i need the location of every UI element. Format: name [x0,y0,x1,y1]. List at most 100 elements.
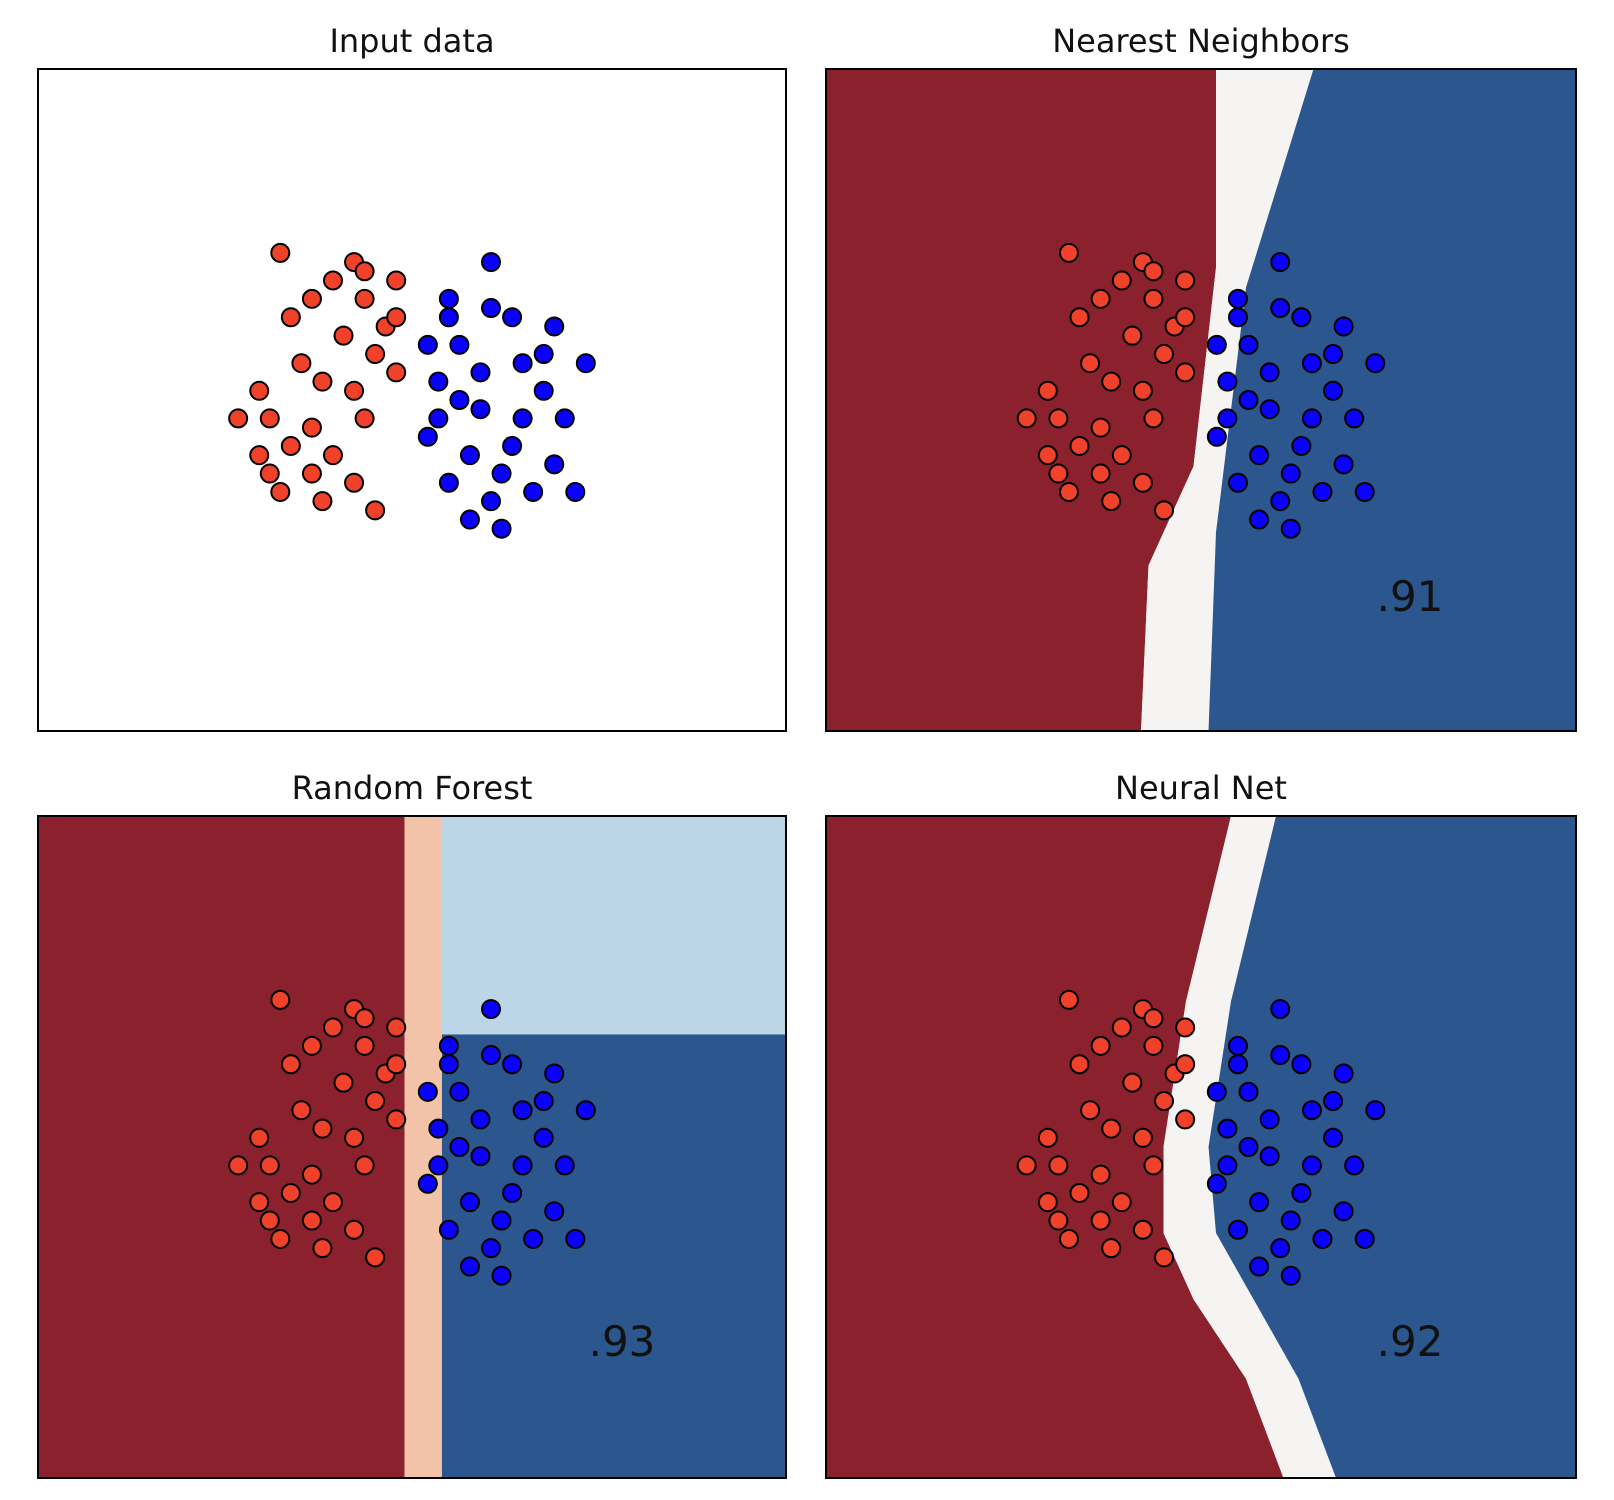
class-a-point [249,445,270,466]
class-a-point [1037,1127,1058,1148]
class-b-point [533,1091,554,1112]
class-a-point [270,1228,291,1249]
class-b-point [1354,481,1375,502]
class-a-point [1175,1054,1196,1075]
class-b-point [1227,307,1248,328]
class-a-point [1132,1219,1153,1240]
class-b-point [523,1228,544,1249]
class-a-point [1090,1164,1111,1185]
class-b-point [1217,1155,1238,1176]
class-b-point [1217,1118,1238,1139]
class-a-point [386,307,407,328]
class-b-point [1249,509,1270,530]
class-b-point [1365,1100,1386,1121]
class-b-point [1291,1054,1312,1075]
class-b-point [1259,1146,1280,1167]
accuracy-score: .93 [589,1317,656,1366]
class-a-point [1132,1127,1153,1148]
panel-title: Random Forest [292,769,533,807]
class-a-point [386,1109,407,1130]
class-a-point [259,1155,280,1176]
class-a-point [1132,472,1153,493]
class-b-point [1354,1228,1375,1249]
class-a-point [1175,1017,1196,1038]
class-b-point [1238,334,1259,355]
decision-region-band-3 [441,1034,786,1478]
class-a-point [280,1182,301,1203]
class-a-point [1111,1192,1132,1213]
class-b-point [565,481,586,502]
class-b-point [459,1192,480,1213]
class-a-point [1080,1100,1101,1121]
class-a-point [270,989,291,1010]
class-b-point [481,491,502,512]
decision-region-band-0 [38,816,405,1478]
class-a-point [1143,1155,1164,1176]
class-b-point [1280,518,1301,539]
class-b-point [438,307,459,328]
class-a-point [1048,1155,1069,1176]
class-a-point [333,325,354,346]
axes-frame [825,68,1577,732]
class-a-point [1122,325,1143,346]
class-a-point [1058,481,1079,502]
class-a-point [1175,307,1196,328]
decision-regions [826,816,1576,1478]
class-b-point [1333,1201,1354,1222]
class-a-point [1154,344,1175,365]
class-a-point [1143,261,1164,282]
class-b-point [502,1054,523,1075]
class-a-point [1111,445,1132,466]
panel-nearest-neighbors: Nearest Neighbors .91 [825,22,1577,732]
class-b-point [1206,1081,1227,1102]
class-a-point [291,353,312,374]
class-a-point [1048,408,1069,429]
class-b-point [1206,426,1227,447]
class-b-point [1365,353,1386,374]
class-b-point [491,518,512,539]
class-b-point [449,1137,470,1157]
class-b-point [1227,1035,1248,1056]
data-points [228,989,596,1286]
class-b-point [1312,1228,1333,1249]
panel-random-forest: Random Forest .93 [37,769,787,1479]
class-a-point [322,1192,343,1213]
class-a-point [386,1054,407,1075]
class-a-point [1101,371,1122,392]
class-a-point [291,1100,312,1121]
class-a-point [312,1118,333,1139]
class-a-point [386,270,407,291]
class-b-point [1270,298,1291,319]
class-b-point [1249,1192,1270,1213]
class-b-point [1217,408,1238,429]
class-b-point [1333,316,1354,337]
data-points [1016,242,1386,539]
class-b-point [491,1265,512,1286]
axes-frame [37,68,787,732]
axes-frame [825,815,1577,1479]
class-a-point [1069,1054,1090,1075]
class-a-point [301,1164,322,1185]
class-b-point [459,509,480,530]
class-a-point [365,1091,386,1112]
decision-regions [826,69,1576,731]
panel-title: Neural Net [1115,769,1287,807]
class-b-point [512,408,533,429]
class-a-point [354,1008,375,1029]
class-b-point [544,1201,565,1222]
class-a-point [259,408,280,429]
class-a-point [344,472,365,493]
class-a-point [1037,1192,1058,1213]
class-b-point [1238,1137,1259,1157]
class-a-point [1016,1155,1037,1176]
class-b-point [1270,491,1291,512]
class-b-point [544,454,565,475]
class-b-point [523,481,544,502]
class-b-point [533,380,554,401]
class-a-point [280,307,301,328]
class-a-point [1154,500,1175,521]
class-b-point [1270,1238,1291,1259]
decision-region-band-0 [826,816,1284,1478]
class-b-point [1301,408,1322,429]
